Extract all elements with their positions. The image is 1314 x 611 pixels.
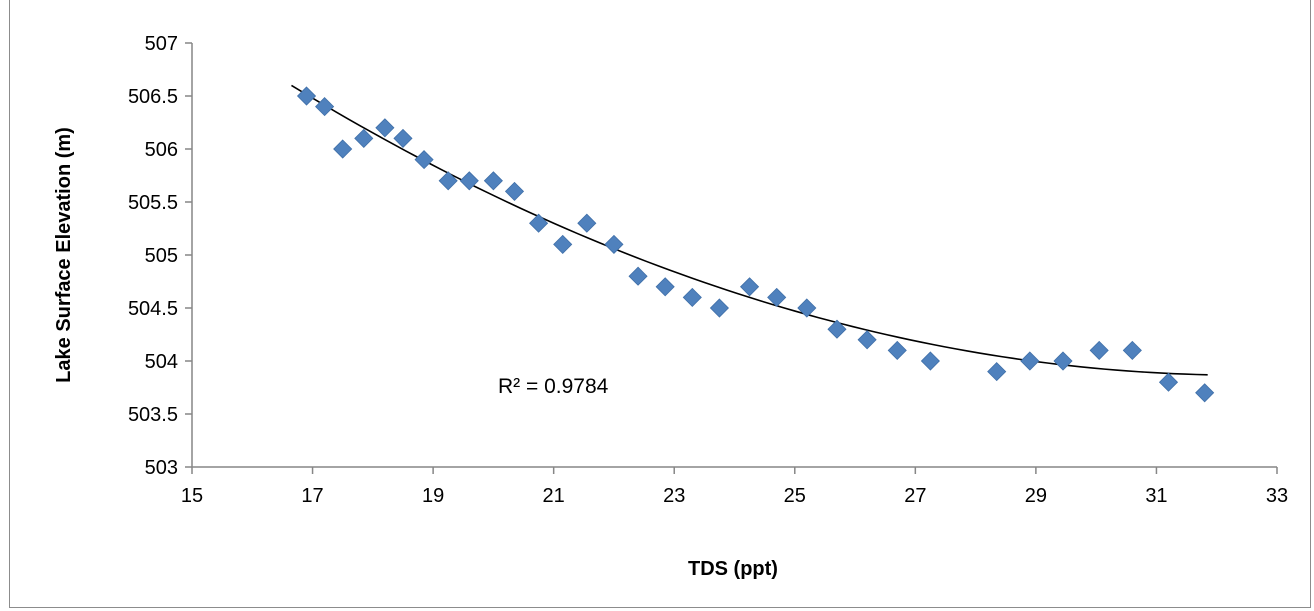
x-tick-label: 25 [784, 485, 806, 507]
y-tick-label: 503 [145, 457, 178, 479]
x-axis-title: TDS (ppt) [688, 558, 778, 580]
y-tick-label: 505.5 [128, 192, 178, 214]
data-point [709, 298, 729, 318]
trendline [291, 84, 1208, 376]
y-tick-label: 504.5 [128, 298, 178, 320]
data-point [767, 287, 787, 307]
y-tick-label: 506.5 [128, 86, 178, 108]
data-point [375, 118, 395, 138]
data-point [887, 340, 907, 360]
data-point [628, 266, 648, 286]
chart-frame [9, 0, 1311, 608]
data-point [604, 234, 624, 254]
data-point [740, 277, 760, 297]
axes: 15 17 19 21 23 25 27 29 31 33 503 503.5 504 504.5 505… [128, 33, 1288, 507]
data-point [504, 181, 525, 201]
x-tick-label: 15 [181, 485, 203, 507]
y-tick-label: 506 [145, 139, 178, 161]
data-point [296, 86, 317, 106]
data-point [655, 277, 675, 297]
data-point [529, 213, 549, 233]
data-point [857, 330, 877, 350]
data-point [354, 128, 374, 148]
x-tick-label: 33 [1266, 485, 1288, 507]
y-tick-label: 507 [145, 33, 178, 55]
data-point [393, 128, 413, 148]
data-point [414, 150, 434, 170]
x-tick-label: 29 [1025, 485, 1047, 507]
x-ticks: 15 17 19 21 23 25 27 29 31 33 [181, 467, 1288, 507]
data-point [987, 362, 1007, 382]
y-axis-title: Lake Surface Elevation (m) [53, 127, 75, 383]
y-ticks: 503 503.5 504 504.5 505 505.5 506 506.5 507 [128, 33, 192, 479]
data-point [1195, 383, 1215, 403]
r-squared-label: R² = 0.9784 [498, 375, 609, 398]
data-point [315, 97, 335, 117]
data-point [1158, 372, 1179, 392]
data-point [553, 234, 573, 254]
data-point [682, 287, 702, 307]
data-points [296, 86, 1215, 403]
data-point [1053, 351, 1073, 371]
data-point [920, 351, 940, 371]
data-point [438, 171, 458, 191]
y-tick-label: 504 [145, 351, 178, 373]
x-tick-label: 27 [904, 485, 926, 507]
data-point [333, 139, 353, 159]
x-tick-label: 17 [301, 485, 323, 507]
data-point [483, 171, 503, 191]
data-point [827, 319, 847, 339]
y-tick-label: 505 [145, 245, 178, 267]
data-point [1089, 340, 1109, 360]
x-tick-label: 21 [543, 485, 565, 507]
data-point [1122, 340, 1142, 360]
data-point [577, 213, 597, 233]
x-tick-label: 31 [1145, 485, 1167, 507]
x-tick-label: 23 [663, 485, 685, 507]
y-tick-label: 503.5 [128, 404, 178, 426]
data-point [797, 298, 817, 318]
data-point [1020, 351, 1040, 371]
x-tick-label: 19 [422, 485, 444, 507]
data-point [459, 171, 479, 191]
